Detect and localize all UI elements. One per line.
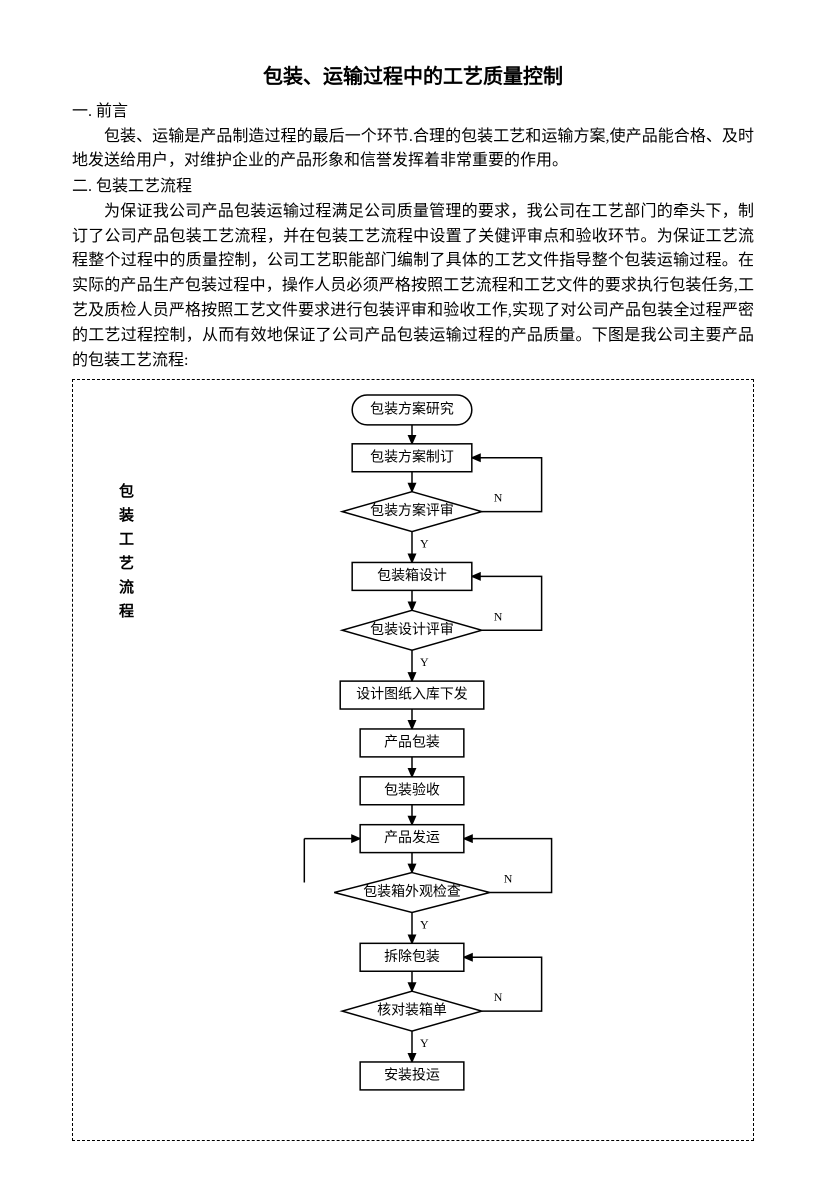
svg-text:设计图纸入库下发: 设计图纸入库下发 [356, 687, 468, 703]
svg-text:Y: Y [420, 537, 429, 551]
svg-text:包装箱外观检查: 包装箱外观检查 [363, 884, 461, 900]
svg-text:包装方案评审: 包装方案评审 [370, 502, 454, 519]
svg-text:N: N [494, 610, 503, 624]
svg-text:Y: Y [420, 918, 429, 932]
svg-text:安装投运: 安装投运 [384, 1068, 440, 1084]
svg-text:包装验收: 包装验收 [384, 783, 440, 799]
svg-text:Y: Y [420, 656, 429, 670]
page-title: 包装、运输过程中的工艺质量控制 [72, 60, 754, 89]
svg-text:核对装箱单: 核对装箱单 [377, 1003, 447, 1019]
svg-text:包装方案制订: 包装方案制订 [370, 449, 454, 466]
svg-text:包装方案研究: 包装方案研究 [370, 401, 454, 418]
section-2-heading: 二. 包装工艺流程 [72, 174, 754, 200]
svg-text:N: N [494, 991, 503, 1005]
flowchart-frame: 包 装 工 艺 流 程 YYYYNNNN包装方案研究包装方案制订包装方案评审包装… [72, 379, 754, 1141]
svg-text:N: N [494, 491, 503, 505]
svg-text:N: N [504, 872, 513, 886]
svg-text:包装箱设计: 包装箱设计 [377, 568, 447, 584]
section-2-paragraph: 为保证我公司产品包装运输过程满足公司质量管理的要求，我公司在工艺部门的牵头下，制… [72, 200, 754, 374]
svg-text:Y: Y [420, 1036, 429, 1050]
section-1-heading: 一. 前言 [72, 99, 754, 125]
svg-text:产品包装: 产品包装 [384, 735, 440, 751]
svg-text:拆除包装: 拆除包装 [384, 949, 440, 965]
svg-text:包装设计评审: 包装设计评审 [370, 622, 454, 638]
section-1-paragraph: 包装、运输是产品制造过程的最后一个环节.合理的包装工艺和运输方案,使产品能合格、… [72, 125, 754, 175]
packaging-flowchart: Y Y Y Y N N N N 包装方案研究包装方案制订包装方案评审包装箱设计包装设计评审设计图… [73, 380, 753, 1140]
svg-text:产品发运: 产品发运 [384, 831, 440, 847]
